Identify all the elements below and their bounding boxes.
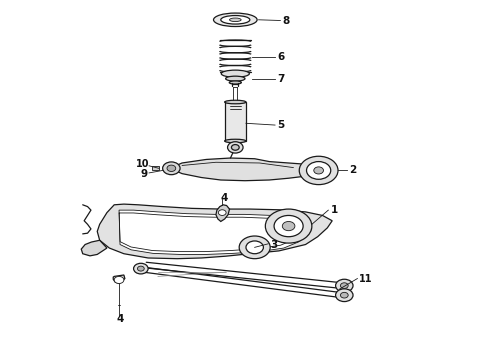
Ellipse shape [221, 70, 249, 77]
Circle shape [227, 142, 243, 153]
Circle shape [282, 221, 295, 231]
Polygon shape [97, 204, 332, 259]
Circle shape [134, 263, 148, 274]
Text: 9: 9 [141, 169, 148, 179]
Polygon shape [216, 205, 229, 221]
Polygon shape [170, 158, 318, 181]
Text: 8: 8 [283, 15, 290, 26]
Circle shape [274, 215, 303, 237]
Circle shape [314, 167, 323, 174]
Ellipse shape [224, 139, 246, 143]
Circle shape [114, 276, 124, 283]
Text: 10: 10 [136, 159, 149, 169]
Polygon shape [224, 102, 246, 141]
Text: 6: 6 [277, 51, 285, 62]
Circle shape [266, 209, 312, 243]
Text: 3: 3 [270, 239, 277, 249]
Text: 5: 5 [277, 120, 285, 130]
Polygon shape [81, 240, 107, 256]
Circle shape [219, 210, 226, 215]
Polygon shape [113, 275, 125, 283]
Circle shape [163, 162, 180, 175]
Circle shape [138, 266, 144, 271]
Ellipse shape [214, 13, 257, 27]
Circle shape [231, 145, 239, 150]
Circle shape [336, 279, 353, 292]
Ellipse shape [225, 76, 245, 81]
Polygon shape [119, 210, 312, 255]
Circle shape [246, 241, 264, 254]
Circle shape [341, 292, 348, 298]
Ellipse shape [224, 100, 246, 104]
Circle shape [167, 165, 176, 171]
Ellipse shape [229, 18, 241, 22]
Text: 1: 1 [331, 205, 338, 215]
Ellipse shape [229, 81, 242, 84]
Text: 7: 7 [277, 74, 285, 84]
Circle shape [299, 156, 338, 185]
Polygon shape [152, 166, 159, 170]
Ellipse shape [221, 15, 250, 24]
Circle shape [307, 162, 331, 179]
Circle shape [341, 283, 348, 288]
Text: 4: 4 [221, 193, 228, 203]
Circle shape [239, 236, 270, 259]
Text: 4: 4 [117, 314, 124, 324]
Circle shape [336, 289, 353, 302]
Text: 2: 2 [349, 166, 356, 175]
Text: 11: 11 [359, 274, 373, 284]
